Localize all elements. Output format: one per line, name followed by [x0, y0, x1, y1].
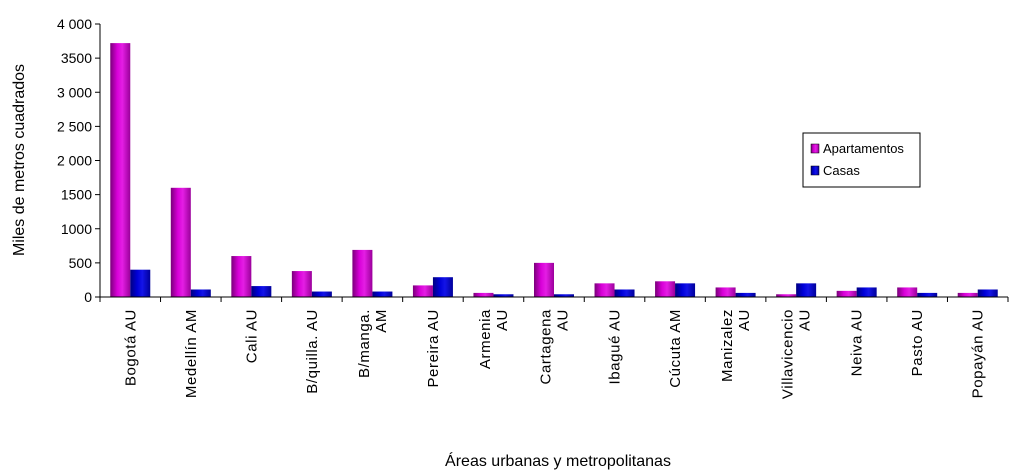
x-tick-label: Pasto AU	[909, 309, 926, 376]
x-tick-label: AU	[736, 309, 753, 331]
bar-apartamentos	[836, 290, 857, 297]
x-tick-label: AU	[494, 309, 511, 331]
legend-swatch-apartamentos	[810, 143, 820, 154]
bar-apartamentos	[231, 256, 252, 297]
y-tick-label: 3 000	[57, 84, 92, 100]
bar-casas	[311, 291, 332, 297]
legend-box	[802, 132, 921, 188]
x-tick-label: Cúcuta AM	[667, 309, 684, 388]
x-tick-label: Armenia	[477, 309, 494, 369]
bar-casas	[554, 294, 574, 297]
y-axis-title: Miles de metros cuadrados	[11, 64, 28, 256]
bar-apartamentos	[352, 249, 373, 297]
y-tick-label: 1000	[61, 221, 92, 237]
x-axis: Bogotá AU Medellín AM Cali AU B/quilla. AU B…	[99, 296, 1009, 399]
y-tick-label: 4 000	[57, 16, 92, 32]
y-tick-label: 2 500	[57, 118, 92, 134]
bar-casas	[735, 292, 756, 297]
bar-casas	[372, 291, 393, 297]
legend-label-apartamentos: Apartamentos	[823, 141, 904, 156]
y-tick-label: 2 000	[57, 153, 92, 169]
x-tick-label: Villavicencio	[780, 309, 797, 399]
x-axis-title: Áreas urbanas y metropolitanas	[445, 451, 671, 470]
bar-casas	[251, 286, 272, 297]
y-tick-label: 1500	[61, 187, 92, 203]
bar-apartamentos	[897, 287, 918, 297]
bar-apartamentos	[291, 271, 312, 297]
x-tick-label: B/quilla. AU	[304, 309, 321, 394]
x-tick-label: Cartagena	[538, 309, 555, 385]
y-axis: 0 500 1000 1500 2 000 2 500 3 000 3500 4 000	[57, 16, 101, 305]
legend-swatch-casas	[810, 165, 820, 176]
bar-casas	[977, 289, 998, 297]
x-tick-label: Medellín AM	[183, 309, 200, 398]
bar-apartamentos	[776, 294, 797, 297]
y-tick-label: 500	[69, 255, 93, 271]
bar-casas	[130, 269, 151, 297]
bar-apartamentos	[957, 292, 978, 297]
x-tick-label: Manizalez	[719, 309, 736, 382]
bar-casas	[614, 289, 635, 297]
bar-apartamentos	[594, 283, 615, 297]
bar-casas	[675, 283, 696, 297]
bar-casas	[493, 294, 514, 297]
y-tick-label: 0	[84, 289, 92, 305]
plot-area	[110, 43, 998, 297]
x-tick-label: AM	[373, 309, 390, 333]
bar-casas	[917, 292, 938, 297]
x-tick-label: Popayán AU	[970, 309, 987, 398]
legend-label-casas: Casas	[823, 163, 860, 178]
x-tick-label: AU	[797, 309, 814, 331]
bar-apartamentos	[110, 43, 131, 297]
legend: Apartamentos Casas	[802, 132, 921, 188]
x-tick-label: Pereira AU	[425, 309, 442, 388]
x-tick-label: Bogotá AU	[122, 309, 139, 386]
bar-apartamentos	[715, 287, 736, 297]
x-tick-label: Ibagué AU	[607, 309, 624, 384]
bar-casas	[190, 289, 211, 297]
bar-apartamentos	[534, 262, 554, 297]
bar-casas	[796, 283, 817, 297]
bar-apartamentos	[655, 281, 676, 297]
x-tick-label: B/manga.	[356, 309, 373, 378]
bar-casas	[432, 277, 453, 297]
bar-apartamentos	[473, 292, 494, 297]
x-tick-label: Neiva AU	[849, 309, 866, 376]
bar-apartamentos	[170, 187, 191, 297]
bar-casas	[856, 287, 877, 297]
y-tick-label: 3500	[61, 50, 92, 66]
x-tick-label: Cali AU	[243, 309, 260, 363]
bar-apartamentos	[412, 285, 433, 297]
x-tick-label: AU	[555, 309, 572, 331]
